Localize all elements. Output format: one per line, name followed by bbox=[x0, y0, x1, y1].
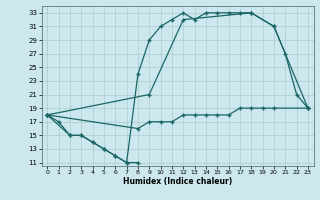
X-axis label: Humidex (Indice chaleur): Humidex (Indice chaleur) bbox=[123, 177, 232, 186]
